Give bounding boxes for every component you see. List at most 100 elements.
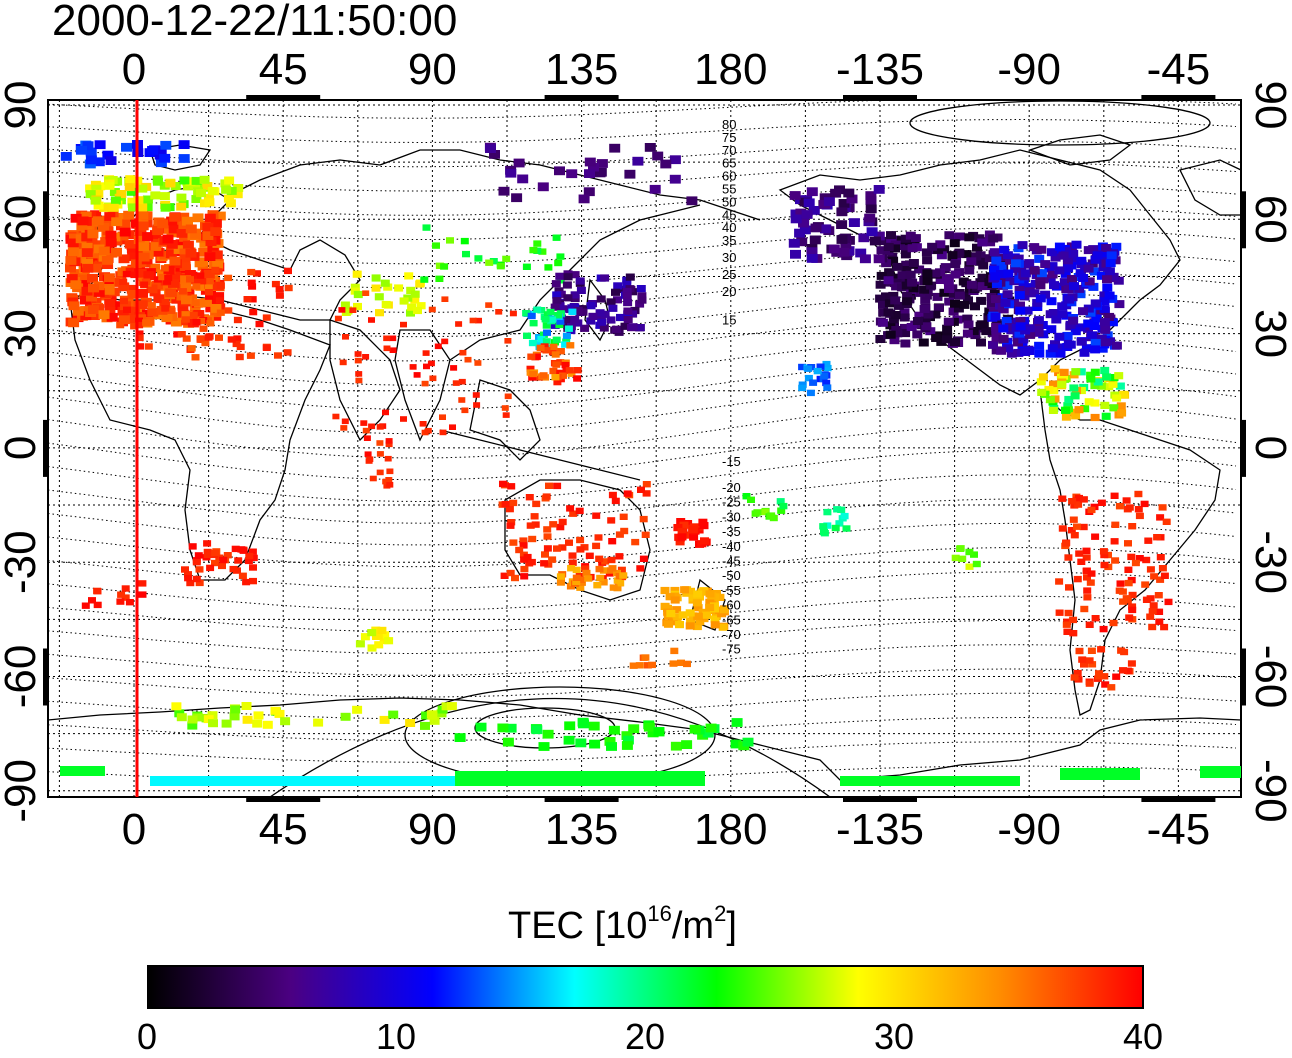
tec-cell [552, 297, 562, 305]
tec-cell [235, 353, 244, 361]
tec-cell [161, 305, 170, 312]
tec-cell [902, 292, 913, 300]
tec-cell [163, 278, 172, 285]
tec-cell [103, 273, 115, 283]
right-lat-label: -60 [1246, 645, 1292, 709]
tec-cell [223, 194, 234, 203]
tec-cell [950, 260, 961, 269]
tec-cell [178, 140, 190, 149]
tec-cell [198, 247, 210, 257]
tec-cell [639, 515, 648, 523]
tec-cell [790, 214, 802, 224]
tec-cell [607, 556, 616, 564]
tec-cell [377, 626, 387, 634]
tec-cell [620, 322, 630, 330]
tec-cell [670, 647, 679, 655]
tec-cell [80, 211, 92, 221]
tec-cell [130, 323, 139, 330]
tec-cell [789, 191, 801, 200]
tec-cell [608, 565, 617, 572]
tec-cell [341, 418, 349, 425]
tec-cell [142, 203, 153, 212]
tec-cell [439, 429, 447, 436]
tec-cell [1003, 269, 1014, 278]
tec-cell [890, 296, 901, 305]
tec-cell [573, 375, 582, 382]
tec-cell [1073, 575, 1082, 583]
tec-cell [441, 702, 452, 711]
tec-cell [838, 199, 850, 208]
tec-cell [230, 705, 241, 714]
contour-label: -50 [722, 568, 741, 583]
tec-cell [160, 203, 171, 212]
tec-cell [248, 296, 257, 303]
tec-cell [958, 277, 969, 286]
tec-cell [214, 211, 226, 221]
tec-cell [883, 308, 894, 317]
tec-cell [730, 739, 742, 749]
tec-cell [93, 157, 105, 167]
tec-cell [944, 285, 954, 293]
tec-cell [196, 335, 205, 342]
tec-cell [566, 169, 578, 179]
tec-cell [1083, 587, 1092, 594]
tec-cell [594, 168, 606, 178]
tec-cell [1092, 251, 1103, 260]
tec-cell [1062, 540, 1070, 547]
tec-cell [202, 222, 214, 232]
tec-cell [150, 191, 161, 200]
tec-cell [1101, 412, 1111, 420]
tec-cell [623, 299, 633, 307]
contour-label: 75 [722, 130, 736, 145]
tec-cell [413, 306, 422, 315]
tec-cell [383, 345, 391, 352]
tec-cell [594, 534, 603, 541]
tec-cell [262, 344, 271, 351]
tec-cell [152, 247, 163, 257]
tec-cell [1122, 595, 1131, 602]
tec-cell [608, 304, 618, 312]
tec-cell [1160, 572, 1169, 579]
tec-cell [680, 586, 690, 594]
graticule [48, 100, 1241, 797]
contour-label: -35 [722, 524, 741, 539]
tec-cell [70, 213, 82, 223]
tec-cell [1124, 540, 1132, 547]
tec-cell [153, 177, 163, 186]
tec-cell [1059, 278, 1070, 287]
tec-cell [1111, 242, 1122, 251]
tec-cell [1034, 254, 1045, 263]
tec-cell [1113, 276, 1124, 285]
tec-cell [386, 468, 394, 475]
tec-cell [205, 278, 214, 285]
tec-cell [1080, 661, 1088, 668]
tec-cell [379, 715, 390, 724]
tec-cell [670, 586, 680, 595]
tec-cell [454, 733, 466, 742]
tec-cell [556, 523, 565, 531]
tec-cell [1070, 392, 1080, 400]
tec-cell [705, 723, 717, 733]
tec-cell [776, 498, 785, 505]
tec-cell [262, 314, 271, 321]
tec-cell [1124, 579, 1133, 587]
tec-cell [79, 295, 91, 305]
tec-cell [673, 613, 683, 621]
tec-cell [1096, 271, 1107, 280]
tec-cell [1050, 395, 1060, 403]
tec-cell [147, 307, 159, 317]
tec-cell [72, 306, 84, 316]
tec-cell [108, 203, 119, 212]
tec-cell [157, 269, 169, 279]
tec-cell [905, 231, 916, 240]
tec-cell [206, 564, 215, 572]
tec-cell [622, 292, 632, 300]
tec-cell [126, 187, 137, 196]
tec-cell [1100, 366, 1110, 375]
tec-cell [843, 188, 855, 198]
contour-label: 80 [722, 117, 736, 132]
tec-cell [831, 524, 840, 532]
tec-cell [936, 251, 947, 260]
tec-cell [247, 268, 256, 276]
tec-cell [123, 306, 131, 313]
